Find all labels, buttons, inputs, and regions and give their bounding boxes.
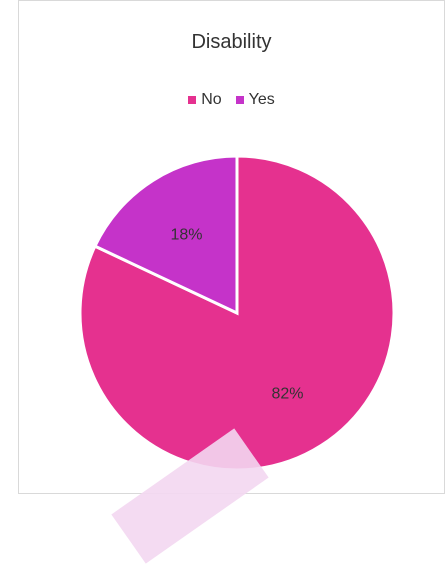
chart-title: Disability (191, 31, 272, 53)
legend-swatch-yes (235, 96, 244, 104)
legend-swatch-no (188, 96, 197, 104)
legend-label-no: No (201, 91, 222, 108)
data-label-yes: 18% (171, 226, 203, 243)
pie-slice-yes (92, 154, 239, 316)
legend: No Yes (19, 91, 444, 109)
chart-area: Disability No Yes 82% 18% (18, 0, 445, 494)
legend-item-yes: Yes (235, 91, 275, 109)
legend-label-yes: Yes (248, 91, 275, 108)
pie-chart: 82% 18% (78, 154, 396, 472)
data-label-no: 82% (271, 386, 303, 403)
legend-item-no: No (188, 91, 222, 109)
